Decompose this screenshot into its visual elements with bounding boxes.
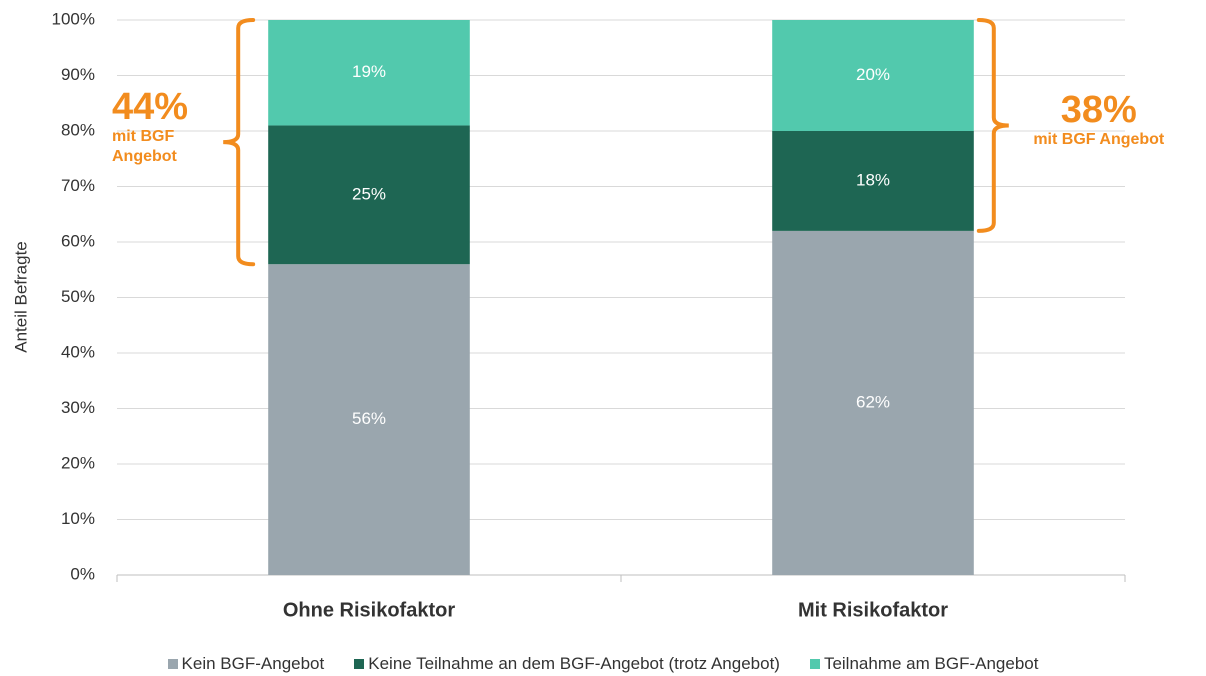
bar-segment: [772, 230, 974, 575]
legend-swatch: [167, 659, 178, 669]
legend-item: Kein BGF-Angebot: [167, 652, 325, 676]
legend-label: Keine Teilnahme an dem BGF-Angebot (trot…: [368, 654, 780, 673]
y-axis-label: Anteil Befragte: [11, 241, 30, 353]
data-label: 19%: [352, 62, 386, 81]
annotation-value: 38%: [1060, 89, 1137, 132]
legend: Kein BGF-Angebot Keine Teilnahme an dem B…: [0, 652, 1206, 676]
bar-segment: [268, 125, 470, 265]
y-tick-label: 20%: [61, 453, 95, 472]
legend-item: Teilnahme am BGF-Angebot: [809, 652, 1039, 676]
data-label: 62%: [856, 392, 890, 411]
annotation-text: mit BGF Angebot: [1033, 131, 1165, 149]
x-tick-label: Mit Risikofaktor: [798, 599, 948, 621]
y-tick-label: 60%: [61, 231, 95, 250]
legend-item: Keine Teilnahme an dem BGF-Angebot (trot…: [354, 652, 780, 676]
y-tick-label: 10%: [61, 509, 95, 528]
bracket: [976, 18, 1009, 233]
y-tick-label: 70%: [61, 176, 95, 195]
y-tick-label: 50%: [61, 287, 95, 306]
legend-label: Teilnahme am BGF-Angebot: [823, 654, 1039, 673]
data-label: 20%: [856, 65, 890, 84]
annotation-text: mit BGF Angebot: [112, 128, 177, 166]
annotation-value: 44%: [112, 86, 189, 129]
bracket: [223, 18, 256, 267]
y-tick-label: 0%: [70, 564, 95, 583]
y-tick-label: 100%: [52, 9, 95, 28]
data-label: 56%: [352, 409, 386, 428]
data-label: 18%: [856, 170, 890, 189]
bar-segment: [772, 131, 974, 231]
x-tick-label: Ohne Risikofaktor: [283, 599, 455, 621]
annotation: 38% mit BGF Angebot: [1014, 90, 1184, 150]
y-tick-label: 90%: [61, 65, 95, 84]
legend-label: Kein BGF-Angebot: [181, 654, 325, 673]
data-label: 25%: [352, 184, 386, 203]
bar-segment: [268, 264, 470, 575]
bar-segment: [772, 20, 974, 131]
legend-swatch: [354, 659, 365, 669]
y-tick-label: 30%: [61, 398, 95, 417]
y-tick-label: 80%: [61, 120, 95, 139]
legend-swatch: [809, 659, 820, 669]
annotation: 44% mit BGF Angebot: [112, 87, 212, 167]
bar-segment: [268, 20, 470, 126]
chart: Anteil Befragte 0% 10% 20% 30% 40% 50% 60% 70% 8…: [11, 9, 1126, 621]
y-tick-label: 40%: [61, 342, 95, 361]
